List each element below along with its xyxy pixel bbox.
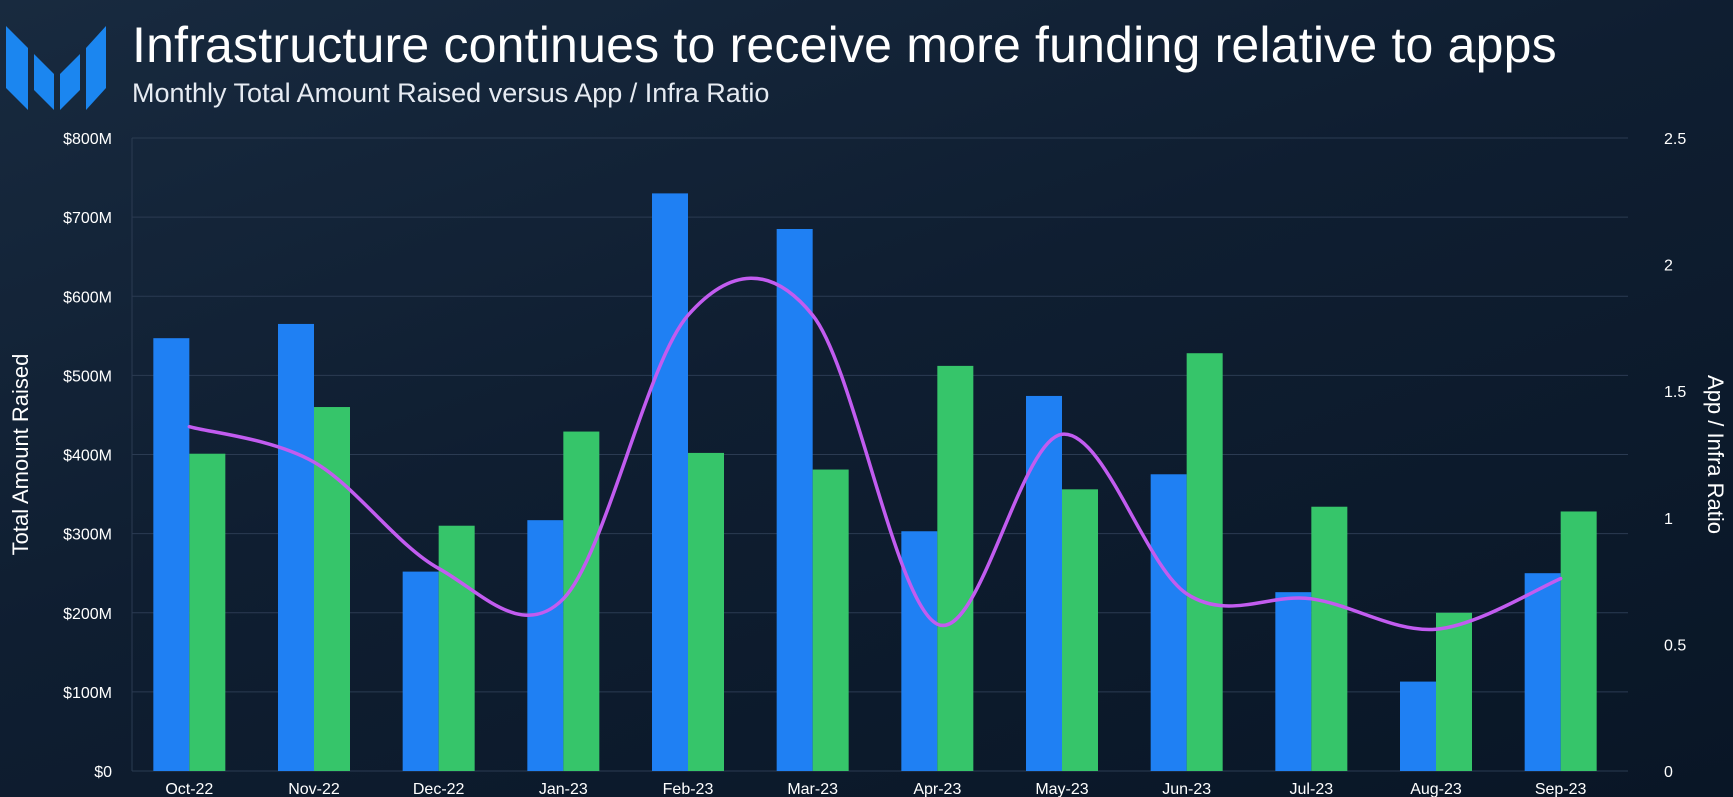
bar-series-a — [278, 323, 314, 771]
y2-tick-label: 2 — [1664, 258, 1673, 275]
bar-series-a — [527, 520, 564, 771]
y2-tick-label: 1 — [1664, 511, 1673, 528]
bar-series-a — [652, 193, 688, 771]
y-tick-label: $400M — [63, 448, 112, 465]
y-axis-label: Total Amount Raised — [8, 354, 33, 556]
y-tick-label: $300M — [63, 527, 112, 544]
x-tick-label: Dec-22 — [413, 781, 465, 797]
ratio-line — [187, 276, 1563, 632]
x-tick-label: Jun-23 — [1162, 781, 1211, 797]
y-tick-label: $200M — [63, 606, 112, 623]
bar-series-b — [438, 525, 475, 771]
bar-series-a — [153, 338, 190, 771]
bar-series-b — [1186, 353, 1223, 771]
x-tick-label: Sep-23 — [1535, 781, 1587, 797]
x-tick-label: May-23 — [1035, 781, 1088, 797]
bar-series-b — [563, 431, 600, 771]
bar-series-b — [937, 365, 974, 771]
bar-series-b — [1436, 612, 1472, 771]
bar-series-b — [189, 453, 226, 771]
bar-series-a — [776, 228, 813, 771]
bar-series-a — [1150, 474, 1187, 771]
y-tick-label: $500M — [63, 368, 112, 385]
x-tick-label: Oct-22 — [165, 781, 213, 797]
y-tick-label: $600M — [63, 289, 112, 306]
chart-title: Infrastructure continues to receive more… — [132, 17, 1557, 73]
x-tick-label: Aug-23 — [1410, 781, 1462, 797]
y2-tick-label: 1.5 — [1664, 384, 1686, 401]
y2-axis-label: App / Infra Ratio — [1703, 375, 1728, 534]
bar-series-b — [1062, 489, 1098, 771]
bar-series-b — [1560, 511, 1597, 771]
x-tick-label: Jan-23 — [539, 781, 588, 797]
bar-series-a — [1275, 592, 1312, 771]
bar-series-a — [1026, 395, 1062, 771]
y2-tick-label: 0.5 — [1664, 637, 1686, 654]
y-tick-label: $800M — [63, 131, 112, 148]
bar-series-a — [1400, 681, 1436, 771]
bar-series-b — [688, 452, 724, 771]
x-tick-label: Mar-23 — [787, 781, 838, 797]
bar-series-a — [402, 571, 439, 771]
brand-logo — [6, 26, 106, 110]
x-tick-label: Apr-23 — [913, 781, 961, 797]
y2-tick-label: 0 — [1664, 764, 1673, 781]
bar-series-b — [1311, 506, 1348, 771]
x-tick-label: Jul-23 — [1290, 781, 1334, 797]
bar-series-a — [901, 531, 938, 771]
x-tick-label: Nov-22 — [288, 781, 340, 797]
y-tick-label: $0 — [94, 764, 112, 781]
y-tick-label: $700M — [63, 210, 112, 227]
bar-series-a — [1524, 573, 1561, 771]
y2-tick-label: 2.5 — [1664, 131, 1686, 148]
x-tick-label: Feb-23 — [663, 781, 714, 797]
bar-series-b — [314, 407, 350, 771]
chart-subtitle: Monthly Total Amount Raised versus App /… — [132, 78, 770, 108]
bar-series-b — [812, 469, 849, 771]
y-tick-label: $100M — [63, 685, 112, 702]
